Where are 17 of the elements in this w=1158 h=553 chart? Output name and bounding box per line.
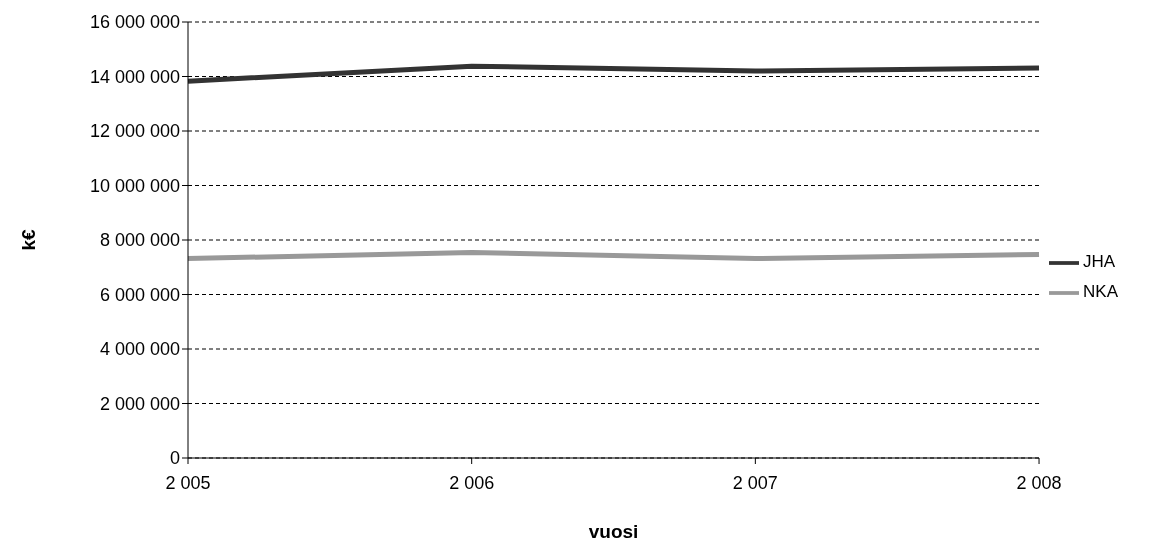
- y-axis-title: k€: [17, 229, 39, 251]
- x-tick-label: 2 007: [732, 472, 778, 493]
- y-tick-label: 0: [169, 448, 180, 469]
- y-tick-label: 8 000 000: [99, 230, 180, 251]
- legend-label: NKA: [1083, 282, 1118, 302]
- x-tick-label: 2 008: [1016, 472, 1062, 493]
- x-tick-label: 2 006: [449, 472, 495, 493]
- x-tick-label: 2 005: [165, 472, 211, 493]
- legend-label: JHA: [1083, 252, 1116, 272]
- x-axis-title: vuosi: [588, 521, 639, 542]
- y-tick-label: 14 000 000: [89, 66, 180, 87]
- y-tick-label: 4 000 000: [99, 339, 180, 360]
- y-tick-label: 6 000 000: [99, 284, 180, 305]
- y-tick-label: 10 000 000: [89, 175, 180, 196]
- y-tick-label: 2 000 000: [99, 393, 180, 414]
- y-tick-label: 12 000 000: [89, 121, 180, 142]
- y-tick-label: 16 000 000: [89, 12, 180, 33]
